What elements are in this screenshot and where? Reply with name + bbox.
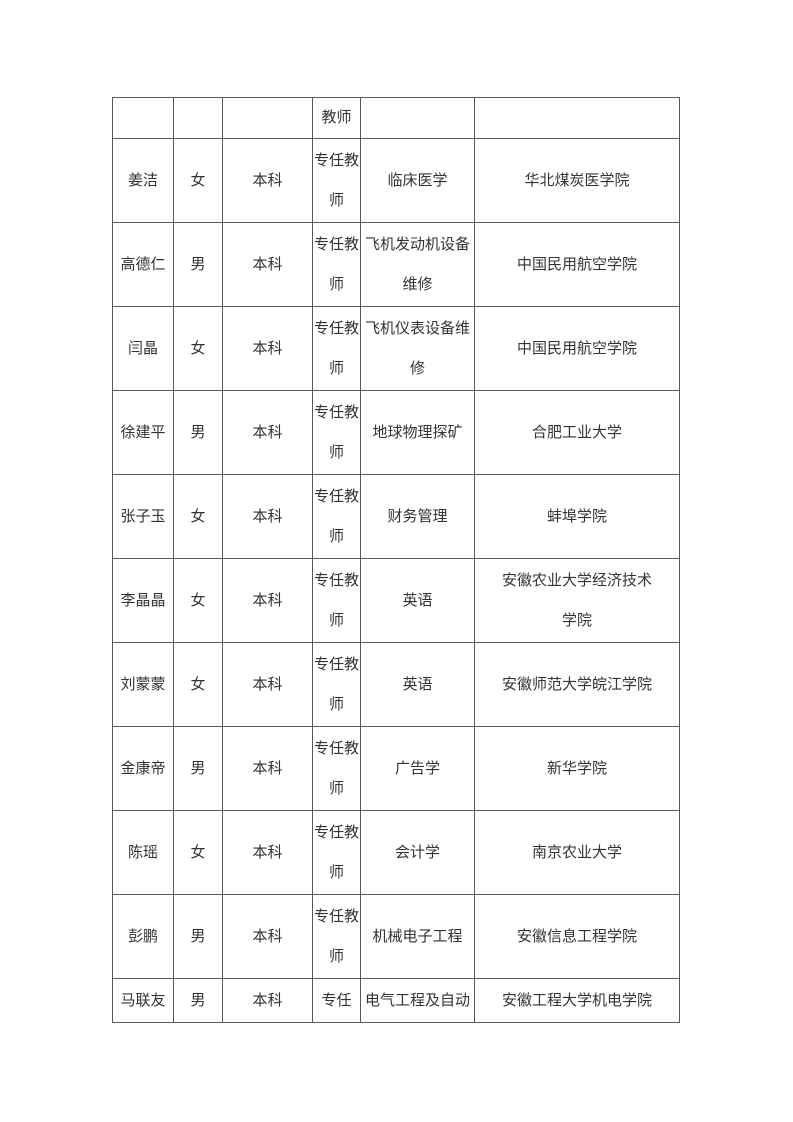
cell-major: 飞机仪表设备维修 — [360, 306, 475, 391]
cell-education — [222, 97, 313, 139]
cell-gender: 女 — [173, 306, 223, 391]
cell-education: 本科 — [222, 222, 313, 307]
table-row: 姜洁 女 本科 专任教师 临床医学 华北煤炭医学院 — [112, 138, 680, 223]
cell-name: 陈瑶 — [112, 810, 174, 895]
cell-school: 合肥工业大学 — [474, 390, 680, 475]
cell-school: 南京农业大学 — [474, 810, 680, 895]
cell-position: 专任教师 — [312, 390, 361, 475]
table-row: 金康帝 男 本科 专任教师 广告学 新华学院 — [112, 726, 680, 811]
cell-school: 华北煤炭医学院 — [474, 138, 680, 223]
cell-gender: 男 — [173, 390, 223, 475]
cell-name — [112, 97, 174, 139]
table-row: 刘蒙蒙 女 本科 专任教师 英语 安徽师范大学皖江学院 — [112, 642, 680, 727]
cell-school — [474, 97, 680, 139]
cell-name: 徐建平 — [112, 390, 174, 475]
cell-education: 本科 — [222, 558, 313, 643]
cell-name: 刘蒙蒙 — [112, 642, 174, 727]
table-row: 张子玉 女 本科 专任教师 财务管理 蚌埠学院 — [112, 474, 680, 559]
cell-school: 安徽工程大学机电学院 — [474, 978, 680, 1023]
cell-position: 专任教师 — [312, 222, 361, 307]
table-row: 彭鹏 男 本科 专任教师 机械电子工程 安徽信息工程学院 — [112, 894, 680, 979]
cell-major: 机械电子工程 — [360, 894, 475, 979]
cell-school: 安徽农业大学经济技术学院 — [474, 558, 680, 643]
cell-major: 英语 — [360, 642, 475, 727]
cell-position: 专任教师 — [312, 138, 361, 223]
cell-position: 专任教师 — [312, 642, 361, 727]
cell-gender: 女 — [173, 138, 223, 223]
cell-gender — [173, 97, 223, 139]
teacher-roster-table: 教师 姜洁 女 本科 专任教师 临床医学 华北煤炭医学院 高德仁 男 本科 专任… — [112, 97, 680, 1023]
cell-position: 专任教师 — [312, 810, 361, 895]
table-row: 教师 — [112, 97, 680, 139]
cell-major: 财务管理 — [360, 474, 475, 559]
cell-school: 安徽信息工程学院 — [474, 894, 680, 979]
cell-gender: 女 — [173, 642, 223, 727]
cell-major: 广告学 — [360, 726, 475, 811]
cell-position: 专任教师 — [312, 726, 361, 811]
table-row: 陈瑶 女 本科 专任教师 会计学 南京农业大学 — [112, 810, 680, 895]
table-row: 李晶晶 女 本科 专任教师 英语 安徽农业大学经济技术学院 — [112, 558, 680, 643]
cell-major: 会计学 — [360, 810, 475, 895]
table-row: 徐建平 男 本科 专任教师 地球物理探矿 合肥工业大学 — [112, 390, 680, 475]
cell-gender: 男 — [173, 894, 223, 979]
cell-name: 张子玉 — [112, 474, 174, 559]
cell-school: 中国民用航空学院 — [474, 222, 680, 307]
cell-position: 专任教师 — [312, 558, 361, 643]
cell-position: 教师 — [312, 97, 361, 139]
cell-school: 新华学院 — [474, 726, 680, 811]
cell-gender: 女 — [173, 474, 223, 559]
cell-position: 专任教师 — [312, 474, 361, 559]
cell-name: 高德仁 — [112, 222, 174, 307]
cell-education: 本科 — [222, 138, 313, 223]
cell-position: 专任教师 — [312, 306, 361, 391]
cell-school: 中国民用航空学院 — [474, 306, 680, 391]
cell-name: 李晶晶 — [112, 558, 174, 643]
cell-school: 蚌埠学院 — [474, 474, 680, 559]
cell-education: 本科 — [222, 978, 313, 1023]
cell-major: 电气工程及自动 — [360, 978, 475, 1023]
cell-education: 本科 — [222, 894, 313, 979]
cell-major: 飞机发动机设备维修 — [360, 222, 475, 307]
cell-gender: 男 — [173, 978, 223, 1023]
cell-name: 马联友 — [112, 978, 174, 1023]
cell-education: 本科 — [222, 810, 313, 895]
cell-major: 临床医学 — [360, 138, 475, 223]
cell-education: 本科 — [222, 306, 313, 391]
cell-education: 本科 — [222, 726, 313, 811]
cell-gender: 男 — [173, 222, 223, 307]
cell-name: 彭鹏 — [112, 894, 174, 979]
cell-education: 本科 — [222, 642, 313, 727]
cell-gender: 女 — [173, 810, 223, 895]
table-body: 教师 姜洁 女 本科 专任教师 临床医学 华北煤炭医学院 高德仁 男 本科 专任… — [112, 97, 680, 1023]
cell-major: 地球物理探矿 — [360, 390, 475, 475]
table-row: 高德仁 男 本科 专任教师 飞机发动机设备维修 中国民用航空学院 — [112, 222, 680, 307]
table-row: 闫晶 女 本科 专任教师 飞机仪表设备维修 中国民用航空学院 — [112, 306, 680, 391]
cell-school: 安徽师范大学皖江学院 — [474, 642, 680, 727]
cell-name: 闫晶 — [112, 306, 174, 391]
cell-position: 专任教师 — [312, 894, 361, 979]
cell-major: 英语 — [360, 558, 475, 643]
cell-gender: 男 — [173, 726, 223, 811]
cell-name: 金康帝 — [112, 726, 174, 811]
cell-name: 姜洁 — [112, 138, 174, 223]
cell-major — [360, 97, 475, 139]
cell-education: 本科 — [222, 474, 313, 559]
cell-position: 专任 — [312, 978, 361, 1023]
cell-education: 本科 — [222, 390, 313, 475]
table-row: 马联友 男 本科 专任 电气工程及自动 安徽工程大学机电学院 — [112, 978, 680, 1023]
cell-gender: 女 — [173, 558, 223, 643]
